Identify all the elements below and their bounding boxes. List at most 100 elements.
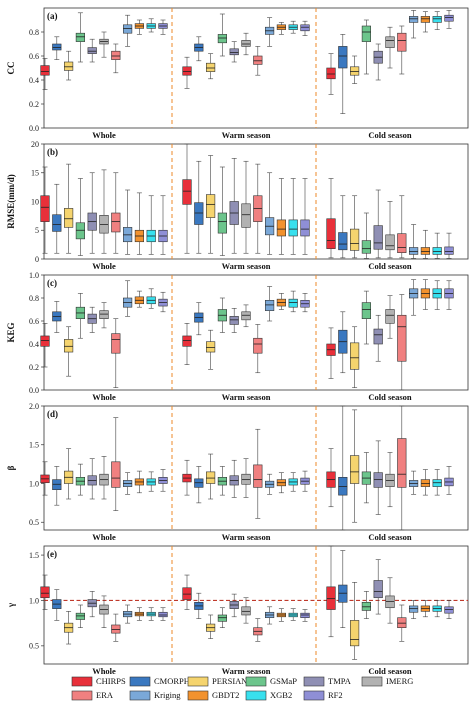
box-tmpa <box>373 43 383 81</box>
box-era <box>111 318 121 389</box>
box-gsmap <box>361 452 372 504</box>
group-label: Cold season <box>368 261 411 271</box>
box-xgb2 <box>432 600 442 618</box>
box-body <box>300 612 310 619</box>
legend-swatch <box>303 690 325 701</box>
box-gbdt2 <box>276 608 287 622</box>
box-rf2 <box>300 293 310 313</box>
box-chirps <box>182 143 192 254</box>
legend-swatch <box>187 676 209 687</box>
y-tick-label: 5 <box>35 226 39 235</box>
legend-item-imerg: IMERG <box>361 676 413 687</box>
box-body <box>241 203 251 228</box>
box-kriging <box>264 17 275 47</box>
y-tick-label: 20 <box>31 140 39 149</box>
box-body <box>338 584 348 603</box>
group-label: Warm season <box>222 261 271 271</box>
box-body <box>361 240 372 254</box>
box-persiann <box>349 409 360 523</box>
box-body <box>349 455 360 484</box>
y-axis-label: RMSE(mm/d) <box>6 174 16 229</box>
box-cmorph <box>52 36 62 60</box>
box-xgb2 <box>146 288 156 309</box>
box-body <box>276 219 287 237</box>
group-1 <box>182 143 310 256</box>
legend-label: IMERG <box>386 676 413 686</box>
box-imerg <box>241 304 251 328</box>
box-imerg <box>385 577 395 624</box>
box-xgb2 <box>146 18 156 33</box>
box-imerg <box>99 302 109 329</box>
box-era <box>253 324 263 374</box>
box-tmpa <box>87 172 97 254</box>
y-tick-label: 0.2 <box>29 363 39 372</box>
box-kriging <box>408 600 419 619</box>
y-tick-label: 15 <box>31 169 39 178</box>
legend-swatch <box>245 676 267 687</box>
box-body <box>253 464 263 488</box>
legend-item-rf2: RF2 <box>303 690 343 701</box>
box-era <box>397 195 407 259</box>
box-body <box>444 14 454 22</box>
box-body <box>397 438 407 488</box>
box-gbdt2 <box>420 600 431 618</box>
box-xgb2 <box>146 195 156 255</box>
box-body <box>182 335 192 347</box>
box-body <box>75 222 85 240</box>
box-persiann <box>64 448 74 500</box>
box-body <box>40 586 50 599</box>
box-body <box>373 580 383 599</box>
box-body <box>444 606 454 614</box>
box-body <box>326 67 336 80</box>
group-0 <box>40 12 168 90</box>
box-chirps <box>182 459 192 496</box>
legend-swatch <box>245 690 267 701</box>
box-imerg <box>241 160 251 254</box>
group-0 <box>40 163 168 256</box>
group-label: Whole <box>92 532 116 542</box>
box-tmpa <box>87 306 97 333</box>
box-gsmap <box>75 12 85 63</box>
group-label: Whole <box>92 392 116 402</box>
y-tick-label: 0.2 <box>29 100 39 109</box>
y-tick-label: 1.0 <box>29 596 39 605</box>
box-kriging <box>408 10 419 39</box>
box-imerg <box>385 26 395 69</box>
box-persiann <box>64 163 74 254</box>
box-era <box>111 417 121 511</box>
box-body <box>241 311 251 321</box>
box-body <box>326 218 336 249</box>
box-cmorph <box>338 550 348 628</box>
box-body <box>111 624 121 634</box>
box-xgb2 <box>288 20 298 34</box>
legend-label: TMPA <box>328 676 352 686</box>
box-persiann <box>349 195 360 259</box>
box-era <box>397 604 407 642</box>
box-body <box>111 50 121 60</box>
box-xgb2 <box>146 607 156 621</box>
box-kriging <box>123 280 133 317</box>
box-body <box>349 342 360 370</box>
y-tick-label: 0.0 <box>29 124 39 133</box>
y-axis-label: KEG <box>6 322 16 342</box>
box-body <box>397 32 407 52</box>
box-era <box>397 405 407 531</box>
y-axis-label: β <box>6 465 16 470</box>
box-cmorph <box>338 195 348 259</box>
box-body <box>194 202 204 225</box>
box-body <box>64 339 74 353</box>
y-tick-label: 0.0 <box>29 386 39 395</box>
box-body <box>408 16 419 23</box>
box-body <box>288 298 298 308</box>
group-label: Whole <box>92 130 116 140</box>
box-xgb2 <box>146 471 156 492</box>
legend-item-xgb2: XGB2 <box>245 690 292 701</box>
legend-item-era: ERA <box>71 690 114 701</box>
box-imerg <box>99 456 109 500</box>
box-body <box>253 55 263 65</box>
legend-swatch <box>187 690 209 701</box>
box-tmpa <box>373 440 383 515</box>
box-chirps <box>40 322 50 368</box>
box-body <box>206 341 216 353</box>
box-xgb2 <box>432 232 442 259</box>
